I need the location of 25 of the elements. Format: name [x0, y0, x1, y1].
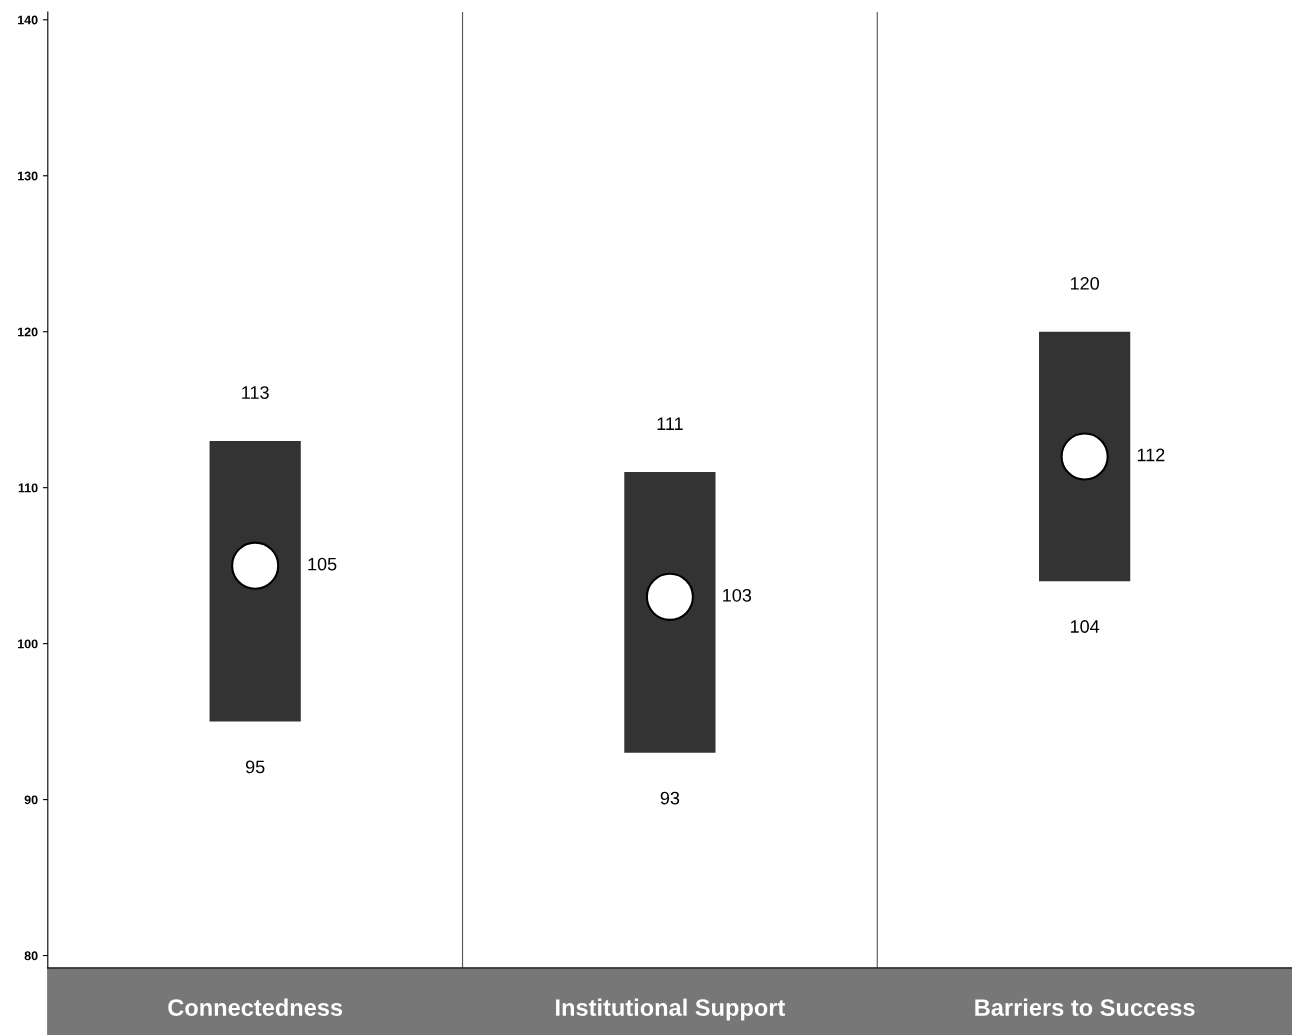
- bar: [1039, 331, 1131, 582]
- x-tick-label: Connectedness: [168, 998, 343, 1016]
- annotation: 104: [1070, 620, 1100, 633]
- bar: [209, 440, 301, 722]
- y-tick-label: 130: [18, 171, 38, 181]
- x-tick-label: Barriers to Success: [975, 998, 1195, 1016]
- point: [231, 541, 280, 590]
- x-tick-label: Institutional Support: [556, 998, 786, 1021]
- annotation: 120: [1070, 277, 1099, 290]
- y-tick-label: 110: [18, 483, 38, 493]
- annotation: 113: [242, 386, 269, 399]
- point: [645, 572, 694, 621]
- annotation: 95: [245, 760, 265, 774]
- data-label: 105: [308, 557, 337, 571]
- data-label: 112: [1137, 448, 1165, 462]
- bar: [624, 472, 716, 753]
- y-tick-label: 120: [18, 327, 38, 337]
- y-tick-label: 100: [18, 639, 38, 649]
- y-tick-label: 80: [24, 951, 38, 961]
- data-label: 103: [723, 588, 752, 602]
- point: [1060, 432, 1109, 481]
- annotation: 93: [660, 791, 680, 805]
- annotation: 111: [657, 417, 683, 430]
- y-tick-label: 90: [24, 795, 38, 805]
- y-tick-label: 140: [18, 15, 38, 25]
